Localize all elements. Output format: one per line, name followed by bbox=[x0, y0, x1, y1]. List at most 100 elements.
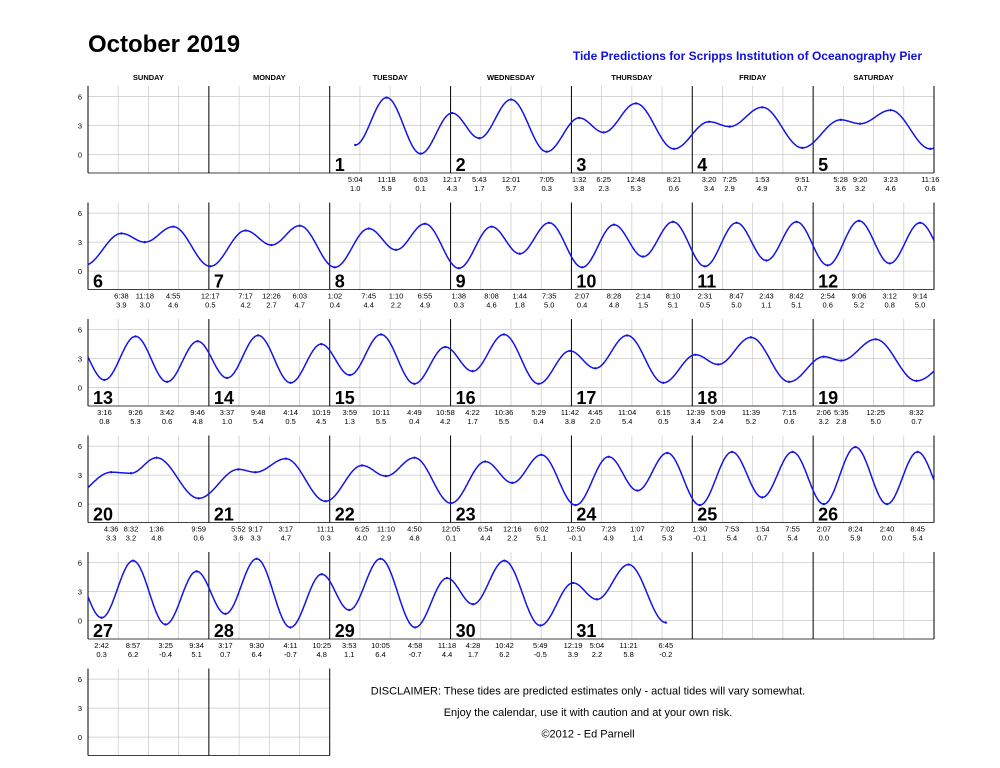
tide-time: 9:51 bbox=[795, 175, 810, 184]
tide-extreme bbox=[100, 616, 103, 619]
tide-time: 1:07 bbox=[630, 525, 645, 534]
day-number: 11 bbox=[697, 272, 716, 292]
tide-time: 5:28 bbox=[833, 175, 848, 184]
tide-time: 12:17 bbox=[201, 292, 220, 301]
tide-time: 12:39 bbox=[686, 408, 705, 417]
tide-height: 5.0 bbox=[731, 301, 741, 310]
tide-extreme bbox=[694, 353, 697, 356]
subtitle: Tide Predictions for Scripps Institution… bbox=[573, 49, 922, 63]
tide-height: 2.0 bbox=[590, 417, 600, 426]
tide-time: 9:46 bbox=[190, 408, 205, 417]
tide-extreme bbox=[385, 96, 388, 99]
tide-time: 2:43 bbox=[759, 292, 774, 301]
tide-height: 4.8 bbox=[192, 417, 202, 426]
y-tick-label: 0 bbox=[78, 267, 82, 276]
tide-time: 8:32 bbox=[909, 408, 924, 417]
tide-extreme bbox=[471, 603, 475, 606]
tide-time: 9:26 bbox=[128, 408, 143, 417]
tide-height: 3.4 bbox=[704, 184, 714, 193]
tide-height: 2.4 bbox=[713, 417, 723, 426]
tide-height: 4.5 bbox=[316, 417, 326, 426]
tide-extreme bbox=[209, 265, 212, 268]
tide-extreme bbox=[840, 359, 843, 362]
tide-height: 5.0 bbox=[915, 301, 925, 310]
tide-height: 2.3 bbox=[599, 184, 609, 193]
tide-extreme bbox=[298, 224, 301, 227]
tide-extreme bbox=[354, 143, 357, 147]
tide-height: 5.4 bbox=[727, 534, 737, 543]
tide-time: 6:38 bbox=[114, 292, 129, 301]
tide-time: 11:21 bbox=[619, 641, 637, 650]
tide-time: 6:03 bbox=[413, 175, 428, 184]
tide-height: -0.4 bbox=[159, 650, 172, 659]
tide-extreme bbox=[449, 501, 453, 505]
tide-extreme bbox=[874, 338, 877, 341]
tide-extreme bbox=[730, 450, 734, 454]
tide-time: 5:49 bbox=[533, 641, 548, 650]
tide-extreme bbox=[545, 150, 548, 153]
tide-height: 4.8 bbox=[317, 650, 327, 659]
tide-extreme bbox=[916, 450, 919, 454]
tide-extreme bbox=[707, 120, 711, 123]
tide-height: 0.5 bbox=[205, 301, 215, 310]
tide-extreme bbox=[509, 98, 513, 101]
day-number: 27 bbox=[93, 621, 113, 641]
tide-height: 0.6 bbox=[784, 417, 794, 426]
tide-time: 1:32 bbox=[572, 175, 587, 184]
tide-height: 5.1 bbox=[191, 650, 201, 659]
tide-time: 8:57 bbox=[126, 641, 141, 650]
tide-time: 3:12 bbox=[882, 292, 897, 301]
tide-time: 12:17 bbox=[443, 175, 462, 184]
tide-height: 5.1 bbox=[668, 301, 678, 310]
tide-time: 6:25 bbox=[355, 525, 370, 534]
tide-time: 2:07 bbox=[816, 525, 831, 534]
tide-height: 0.3 bbox=[320, 534, 330, 543]
tide-extreme bbox=[502, 333, 506, 336]
tide-height: 4.8 bbox=[409, 534, 419, 543]
tide-height: 1.1 bbox=[761, 301, 771, 310]
tide-height: 0.3 bbox=[541, 184, 551, 193]
tide-height: 5.1 bbox=[536, 534, 546, 543]
tide-time: 7:35 bbox=[542, 292, 557, 301]
tide-time: 8:08 bbox=[484, 292, 499, 301]
tide-extreme bbox=[237, 468, 240, 471]
tide-height: 0.4 bbox=[533, 417, 543, 426]
tide-height: 1.4 bbox=[632, 534, 642, 543]
tide-height: 0.7 bbox=[220, 650, 230, 659]
tide-height: 4.6 bbox=[486, 301, 496, 310]
tide-time: 8:32 bbox=[124, 525, 139, 534]
tide-time: 7:53 bbox=[725, 525, 740, 534]
tide-extreme bbox=[419, 152, 422, 155]
weekday-label: FRIDAY bbox=[739, 73, 766, 82]
tide-height: 0.6 bbox=[823, 301, 833, 310]
tide-extreme bbox=[511, 481, 514, 485]
tide-extreme bbox=[131, 559, 135, 562]
tide-time: 1:36 bbox=[149, 525, 164, 534]
tide-extreme bbox=[888, 262, 891, 265]
tide-height: 4.7 bbox=[281, 534, 291, 543]
tide-extreme bbox=[539, 624, 542, 627]
day-number: 16 bbox=[456, 388, 476, 408]
tide-extreme bbox=[666, 451, 669, 455]
tide-time: 8:24 bbox=[848, 525, 863, 534]
tide-extreme bbox=[735, 221, 738, 224]
tide-time: 6:55 bbox=[418, 292, 433, 301]
tide-extreme bbox=[915, 379, 918, 383]
tide-extreme bbox=[577, 116, 581, 120]
day-number: 14 bbox=[214, 388, 234, 408]
tide-height: -0.7 bbox=[409, 650, 422, 659]
y-tick-label: 6 bbox=[78, 675, 82, 684]
tide-time: 2:54 bbox=[820, 292, 835, 301]
tide-extreme bbox=[320, 573, 323, 576]
tide-extreme bbox=[423, 222, 427, 225]
day-number: 10 bbox=[576, 272, 596, 292]
tide-height: 2.8 bbox=[836, 417, 846, 426]
tide-time: 11:18 bbox=[438, 641, 456, 650]
tide-height: 1.7 bbox=[468, 650, 478, 659]
tide-height: 4.3 bbox=[447, 184, 457, 193]
tide-height: 3.4 bbox=[690, 417, 700, 426]
tide-time: 10:19 bbox=[312, 408, 331, 417]
tide-time: 6:25 bbox=[596, 175, 611, 184]
tide-extreme bbox=[289, 626, 292, 629]
tide-height: 0.4 bbox=[409, 417, 419, 426]
